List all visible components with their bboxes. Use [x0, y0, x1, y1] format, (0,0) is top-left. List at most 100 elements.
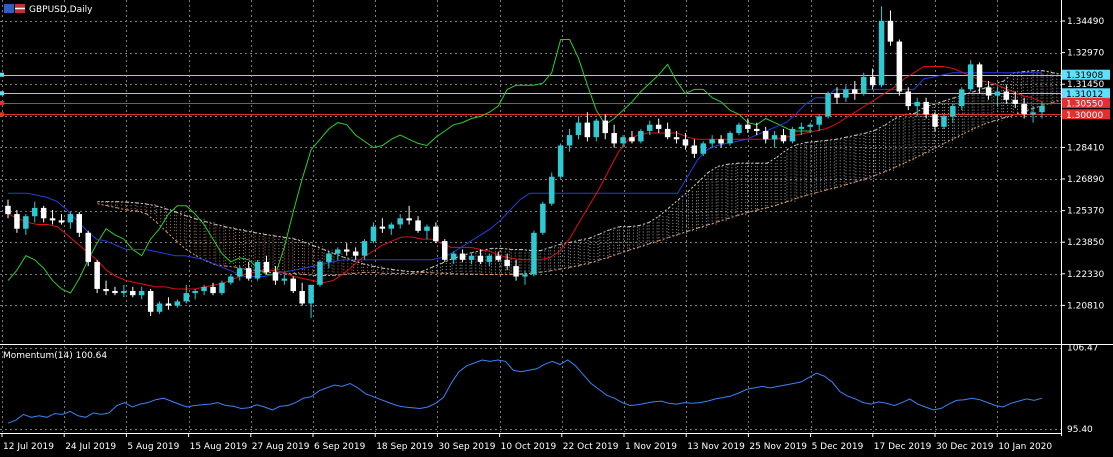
candle-bear [14, 214, 20, 229]
senkou-span-a [501, 247, 512, 250]
candle-bear [290, 278, 296, 292]
senkou-span-b [668, 233, 679, 238]
time-tick-label: 10 Oct 2019 [501, 442, 557, 452]
candle-bear [655, 124, 662, 129]
candle-bear [923, 101, 929, 115]
candle-bear [513, 266, 519, 277]
senkou-span-b [521, 272, 531, 275]
candle-bull [192, 291, 198, 294]
senkou-span-b [727, 214, 738, 219]
senkou-span-a [146, 203, 157, 207]
senkou-span-b [353, 271, 364, 274]
price-tick-label: 1.22330 [1067, 270, 1104, 280]
candle-bull [994, 91, 1001, 96]
candle-bear [85, 232, 91, 262]
senkou-span-a [639, 221, 650, 227]
senkou-span-b [560, 266, 571, 270]
candle-bear [834, 93, 840, 98]
candle-bull [941, 116, 947, 127]
candle-bull [771, 135, 778, 140]
senkou-span-b [698, 224, 709, 229]
senkou-span-b [580, 262, 591, 266]
senkou-span-b [225, 265, 236, 268]
candle-bear [905, 91, 911, 107]
senkou-span-a [294, 238, 305, 243]
time-tick-label: 25 Nov 2019 [749, 442, 807, 452]
candle-bear [49, 218, 56, 221]
senkou-span-b [816, 189, 827, 194]
candle-bull [281, 278, 288, 281]
senkou-span-b [796, 194, 807, 199]
senkou-span-b [737, 212, 748, 216]
senkou-span-a [727, 162, 738, 165]
price-tick-label: 1.28410 [1067, 143, 1104, 153]
chart-title-group: GBPUSD,Daily [4, 4, 93, 15]
senkou-span-b [708, 221, 719, 226]
senkou-span-a [392, 269, 403, 272]
candle-bull [1030, 112, 1036, 115]
senkou-span-a [186, 215, 197, 220]
time-tick-label: 22 Oct 2019 [563, 442, 619, 452]
candle-bull [647, 124, 653, 131]
price-tag-label: 1.31012 [1066, 90, 1103, 100]
candle-bull [816, 116, 822, 125]
price-tick-label: 1.31450 [1067, 80, 1104, 90]
senkou-span-b [97, 203, 108, 207]
price-tag [1062, 69, 1110, 80]
senkou-span-a [156, 205, 167, 210]
candle-bear [762, 131, 769, 140]
price-tag [1062, 88, 1110, 99]
candle-bear [584, 122, 591, 138]
candle-bull [861, 76, 867, 94]
senkou-span-a [1052, 72, 1063, 76]
candle-bull [807, 124, 813, 127]
candle-bull [397, 218, 403, 225]
candle-bull [486, 255, 493, 262]
candle-bull [468, 255, 475, 260]
candle-bear [985, 87, 992, 96]
price-tag-label: 1.30000 [1066, 111, 1103, 121]
candle-bull [736, 124, 742, 133]
candle-bear [932, 114, 938, 127]
senkou-span-a [560, 241, 571, 245]
time-tick-label: 5 Aug 2019 [127, 442, 179, 452]
price-tick-label: 1.23850 [1067, 238, 1104, 248]
candles [5, 6, 1045, 319]
price-tick-label: 1.26890 [1067, 175, 1104, 185]
candle-bull [237, 268, 243, 277]
candle-bear [869, 76, 876, 86]
candle-bear [477, 255, 484, 262]
senkou-span-a [255, 232, 266, 235]
senkou-span-a [1023, 70, 1034, 73]
candle-bear [896, 41, 903, 92]
senkou-span-b [983, 120, 994, 125]
candle-bull [593, 120, 599, 138]
time-tick-label: 30 Sep 2019 [438, 442, 495, 452]
level-marker-left [0, 72, 4, 77]
candle-bear [1003, 91, 1010, 100]
senkou-span-a [304, 241, 315, 247]
candle-bull [531, 232, 537, 275]
candle-bull [424, 226, 430, 231]
candle-bear [94, 261, 100, 289]
candle-bear [406, 218, 412, 221]
candle-bear [5, 205, 11, 215]
candle-bear [272, 272, 279, 281]
senkou-span-a [274, 235, 285, 238]
senkou-span-b [954, 132, 965, 139]
candle-bear [245, 268, 252, 279]
senkou-span-b [885, 166, 896, 172]
candle-bull [557, 145, 564, 177]
candle-bear [130, 291, 136, 296]
senkou-span-a [836, 136, 847, 140]
level-marker-left [0, 112, 4, 117]
candle-bear [682, 139, 689, 146]
candle-bear [887, 20, 894, 42]
time-tick-label: 1 Nov 2019 [625, 442, 677, 452]
candle-bull [566, 135, 573, 146]
senkou-span-b [678, 230, 689, 235]
candle-bear [165, 303, 172, 306]
candle-bear [263, 261, 270, 273]
senkou-span-a [264, 233, 275, 237]
